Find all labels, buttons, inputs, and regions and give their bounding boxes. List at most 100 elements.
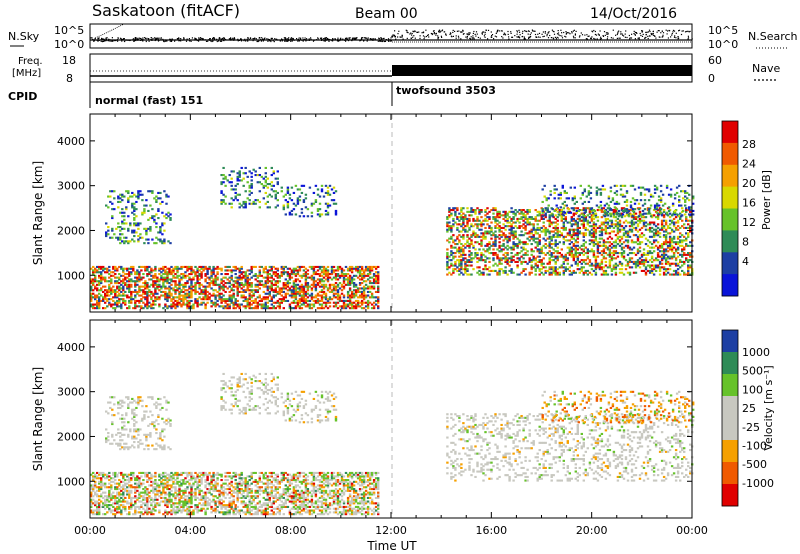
- noise-point: [379, 40, 381, 42]
- echo-cell: [548, 244, 551, 247]
- echo-cell: [354, 299, 358, 302]
- echo-cell: [244, 172, 247, 175]
- echo-cell: [368, 290, 372, 293]
- echo-cell: [96, 294, 99, 297]
- echo-cell: [240, 303, 243, 306]
- echo-cell: [286, 190, 290, 193]
- noise-point: [198, 40, 200, 42]
- echo-cell: [152, 292, 155, 295]
- noise-point: [575, 30, 577, 32]
- echo-cell: [610, 252, 614, 255]
- echo-cell: [364, 283, 368, 286]
- echo-cell: [614, 246, 618, 249]
- echo-cell: [450, 244, 453, 247]
- echo-cell: [206, 290, 209, 293]
- echo-cell: [228, 269, 231, 272]
- echo-cell: [377, 289, 380, 292]
- echo-cell: [98, 276, 101, 279]
- echo-cell: [220, 190, 223, 193]
- echo-cell: [152, 274, 155, 277]
- echo-cell: [130, 299, 133, 302]
- echo-cell: [141, 213, 144, 216]
- echo-cell: [254, 265, 257, 268]
- echo-cell: [590, 241, 594, 244]
- echo-cell: [558, 255, 561, 258]
- echo-cell: [338, 299, 342, 302]
- echo-cell: [550, 223, 553, 226]
- echo-cell: [466, 223, 469, 226]
- echo-cell: [462, 273, 465, 276]
- echo-cell: [196, 290, 199, 293]
- echo-cell: [92, 283, 95, 286]
- echo-cell: [570, 271, 573, 274]
- echo-cell: [534, 241, 537, 244]
- echo-cell: [113, 190, 116, 193]
- echo-cell: [452, 209, 455, 212]
- echo-cell: [238, 285, 241, 288]
- echo-cell: [354, 265, 358, 268]
- echo-cell: [250, 202, 253, 205]
- echo-cell: [100, 282, 103, 285]
- echo-cell: [246, 305, 249, 308]
- noise-point: [298, 38, 300, 40]
- echo-cell: [460, 216, 463, 219]
- echo-cell: [548, 217, 551, 220]
- echo-cell: [151, 191, 154, 194]
- echo-cell: [570, 273, 573, 276]
- echo-cell: [530, 232, 533, 235]
- echo-cell: [502, 269, 505, 272]
- echo-cell: [174, 289, 177, 292]
- echo-cell: [168, 290, 171, 293]
- echo-cell: [143, 208, 146, 211]
- echo-cell: [356, 269, 360, 272]
- echo-cell: [216, 271, 219, 274]
- echo-cell: [304, 282, 308, 285]
- echo-cell: [220, 273, 223, 276]
- echo-cell: [578, 271, 581, 274]
- echo-cell: [318, 278, 322, 281]
- echo-cell: [590, 248, 594, 251]
- echo-cell: [264, 296, 267, 299]
- echo-cell: [476, 216, 479, 219]
- echo-cell: [106, 298, 109, 301]
- echo-cell: [326, 301, 330, 304]
- echo-cell: [106, 305, 109, 308]
- echo-cell: [234, 307, 237, 310]
- echo-cell: [614, 271, 618, 274]
- noise-point: [276, 39, 279, 41]
- echo-cell: [92, 307, 95, 310]
- echo-cell: [304, 278, 308, 281]
- noise-point: [334, 38, 336, 40]
- echo-cell: [626, 262, 630, 265]
- echo-cell: [270, 299, 273, 302]
- echo-cell: [244, 280, 247, 283]
- echo-cell: [155, 222, 158, 225]
- echo-cell: [170, 287, 173, 290]
- echo-cell: [160, 276, 163, 279]
- echo-cell: [586, 273, 589, 276]
- echo-cell: [594, 259, 598, 262]
- echo-cell: [377, 265, 380, 268]
- echo-cell: [350, 269, 354, 272]
- echo-cell: [574, 221, 577, 224]
- echo-cell: [570, 253, 573, 256]
- echo-cell: [212, 269, 215, 272]
- echo-cell: [568, 252, 571, 255]
- echo-cell: [494, 262, 497, 265]
- echo-cell: [129, 222, 132, 225]
- echo-cell: [300, 283, 304, 286]
- noise-point: [151, 39, 153, 41]
- noise-point: [391, 35, 393, 37]
- echo-cell: [332, 191, 336, 194]
- echo-cell: [202, 265, 205, 268]
- noise-point: [493, 38, 495, 40]
- echo-cell: [328, 290, 332, 293]
- echo-cell: [169, 217, 172, 220]
- echo-cell: [588, 216, 592, 219]
- noise-point: [503, 32, 505, 34]
- noise-point: [557, 37, 559, 39]
- echo-cell: [200, 271, 203, 274]
- echo-cell: [360, 273, 364, 276]
- echo-cell: [318, 265, 322, 268]
- echo-cell: [530, 228, 533, 231]
